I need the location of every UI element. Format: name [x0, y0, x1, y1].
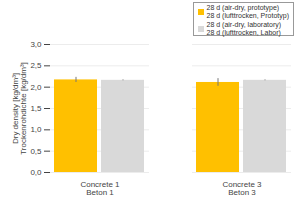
html-text:28 d (air-dry, prototype) 28 d: 28 d (air-dry, prototype) 28 d (lufttroc…: [206, 4, 289, 19]
svg-text:0,0: 0,0: [30, 168, 42, 177]
svg-text:0,5: 0,5: [30, 147, 42, 156]
svg-text:3,0: 3,0: [30, 40, 42, 49]
html-text:28 d (air-dry, laboratory) 28: 28 d (air-dry, laboratory) 28 d (lufttro…: [206, 21, 282, 36]
svg-text:Concrete 3Beton 3: Concrete 3Beton 3: [222, 180, 262, 197]
svg-text:Dry density [kg/dm³]Trockenroh: Dry density [kg/dm³]Trockenrohdichte [kg…: [11, 62, 28, 155]
svg-text:2,5: 2,5: [30, 61, 42, 70]
svg-text:1,0: 1,0: [30, 125, 42, 134]
svg-text:2,0: 2,0: [30, 83, 42, 92]
svg-text:Concrete 1Beton 1: Concrete 1Beton 1: [80, 180, 120, 197]
svg-text:1,5: 1,5: [30, 104, 42, 113]
